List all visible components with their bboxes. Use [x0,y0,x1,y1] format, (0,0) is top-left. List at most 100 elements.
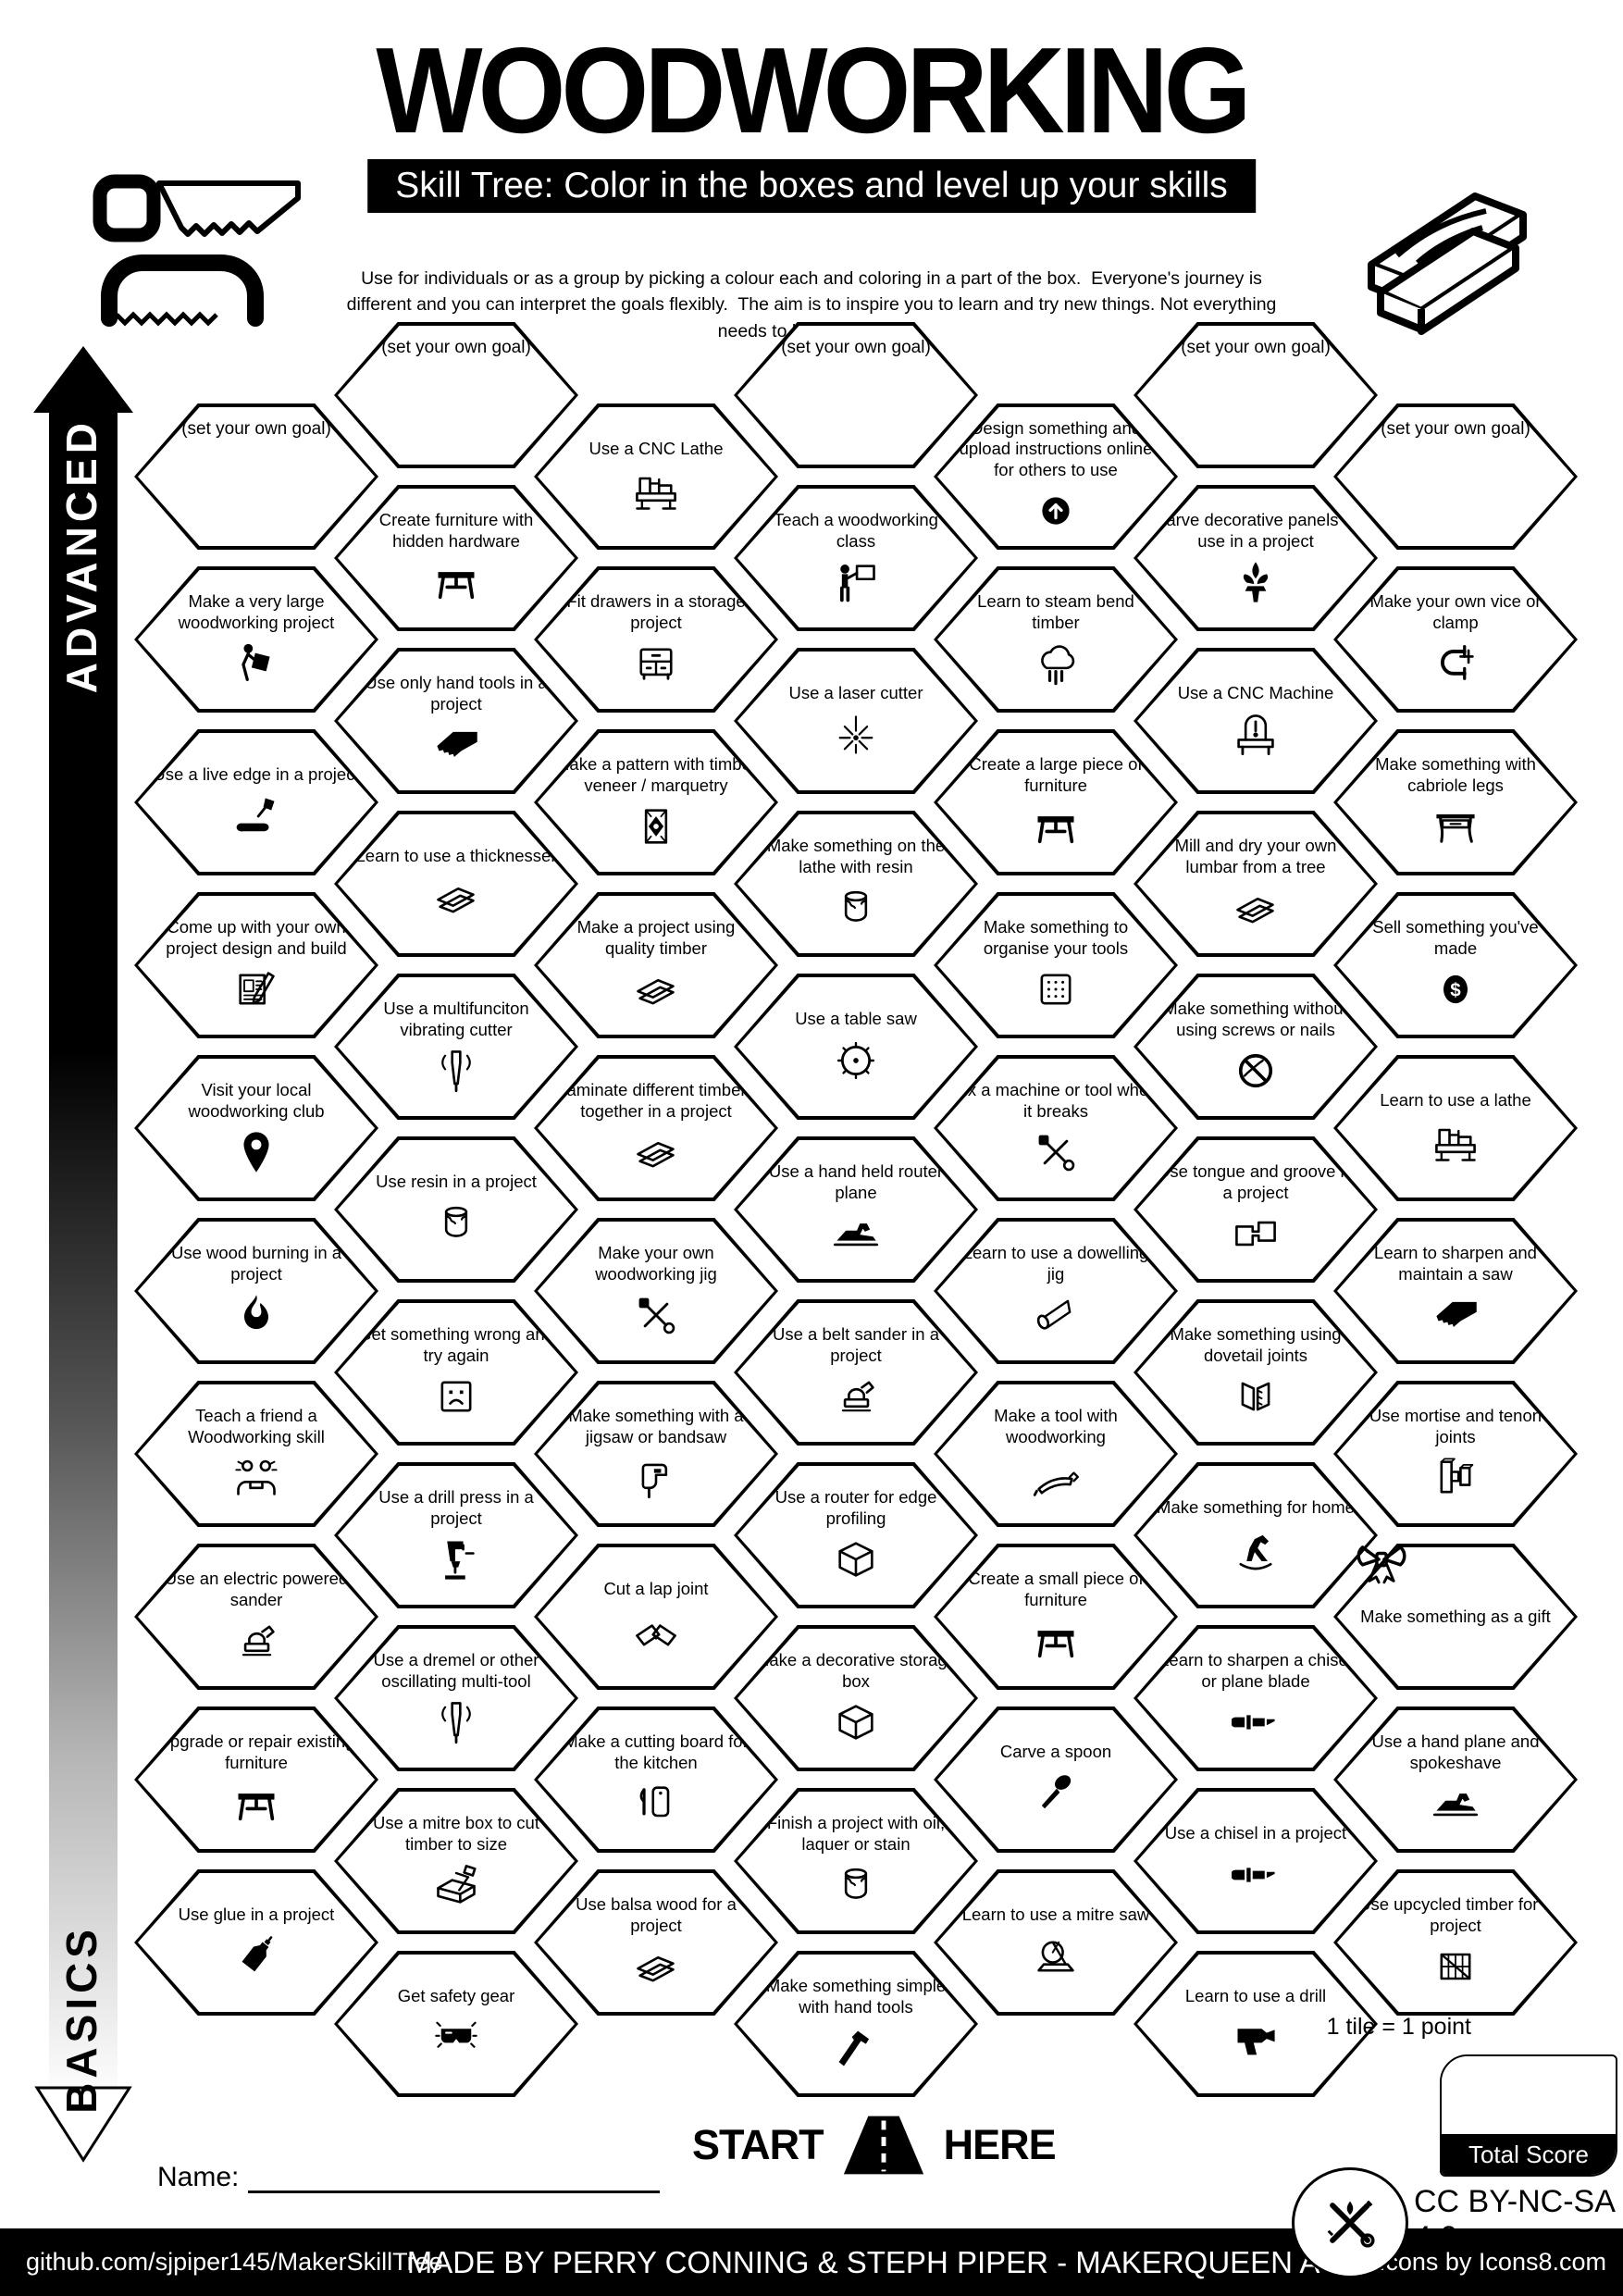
stool-icon [1032,1617,1080,1665]
hex-tile[interactable]: Use a router for edge profiling [734,1462,978,1608]
hex-tile[interactable]: Make a very large woodworking project [134,566,378,713]
hex-tile[interactable]: Finish a project with oil, laquer or sta… [734,1788,978,1934]
road-icon [843,2116,923,2175]
hex-tile[interactable]: Use a CNC Lathe [534,403,778,550]
hex-tile[interactable]: Make something as a gift [1333,1544,1578,1690]
hex-label: Learn to steam bend timber [977,590,1139,632]
hex-tile[interactable]: Make something with a jigsaw or bandsaw [534,1381,778,1527]
paint-can-icon [432,1199,480,1247]
hex-tile[interactable]: Use a hand plane and spokeshave [1333,1706,1578,1853]
hex-tile[interactable]: Mill and dry your own lumbar from a tree [1134,811,1378,957]
hex-tile-goal[interactable]: (set your own goal) [734,322,978,468]
pegboard-icon [1032,965,1080,1013]
hex-tile-goal[interactable]: (set your own goal) [1333,403,1578,550]
hex-tile[interactable]: Use an electric powered sander [134,1544,378,1690]
hex-tile[interactable]: Make something using dovetail joints [1134,1299,1378,1446]
hex-tile[interactable]: Use balsa wood for a project [534,1869,778,2016]
hex-tile[interactable]: Make something to organise your tools [934,892,1178,1038]
hex-tile[interactable]: Upgrade or repair existing furniture [134,1706,378,1853]
hex-label: Use a drill press in a project [378,1486,539,1528]
hex-tile[interactable]: Use a live edge in a project [134,729,378,875]
hex-tile[interactable]: Learn to use a lathe [1333,1055,1578,1201]
hex-tile[interactable]: Use a drill press in a project [334,1462,578,1608]
lap-joint-icon [632,1607,680,1655]
hex-tile[interactable]: Create a large piece of furniture [934,729,1178,875]
hex-tile[interactable]: Use glue in a project [134,1869,378,2016]
name-input-line[interactable] [248,2166,661,2193]
hex-label: Learn to use a dowelling jig [962,1242,1154,1284]
hex-tile[interactable]: Visit your local woodworking club [134,1055,378,1201]
hex-tile[interactable]: Use resin in a project [334,1136,578,1283]
hex-label: Cut a lap joint [603,1579,709,1599]
hex-tile[interactable]: Make a tool with woodworking [934,1381,1178,1527]
hex-tile[interactable]: Make your own vice or clamp [1333,566,1578,713]
hex-tile[interactable]: Carve decorative panels to use in a proj… [1134,485,1378,631]
hex-tile[interactable]: Learn to steam bend timber [934,566,1178,713]
hex-tile[interactable]: Learn to use a mitre saw [934,1869,1178,2016]
hex-tile[interactable]: Use a mitre box to cut timber to size [334,1788,578,1934]
hex-tile-goal[interactable]: (set your own goal) [134,403,378,550]
hex-label: (set your own goal) [1381,419,1530,439]
hex-tile[interactable]: Make your own woodworking jig [534,1218,778,1364]
hex-tile-goal[interactable]: (set your own goal) [1134,322,1378,468]
hex-tile[interactable]: Make a cutting board for the kitchen [534,1706,778,1853]
hex-tile[interactable]: Fix a machine or tool when it breaks [934,1055,1178,1201]
hex-tile[interactable]: Get safety gear [334,1951,578,2097]
hex-tile[interactable]: Make a decorative storage box [734,1625,978,1771]
hex-tile[interactable]: Sell something you've made [1333,892,1578,1038]
hex-tile[interactable]: Use a multifunciton vibrating cutter [334,974,578,1120]
hex-tile[interactable]: Use only hand tools in a project [334,648,578,794]
hex-tile[interactable]: Learn to sharpen a chisel or plane blade [1134,1625,1378,1771]
hex-tile[interactable]: Make something without using screws or n… [1134,974,1378,1120]
score-entry-area[interactable] [1442,2056,1616,2134]
hex-tile[interactable]: Make something for home [1134,1462,1378,1608]
hex-tile[interactable]: Carve a spoon [934,1706,1178,1853]
hex-label: Make a pattern with timber veneer / marq… [555,753,762,795]
hex-tile[interactable]: Make something on the lathe with resin [734,811,978,957]
hex-tile[interactable]: Make a pattern with timber veneer / marq… [534,729,778,875]
hex-tile[interactable]: Use a hand held router plane [734,1136,978,1283]
hex-label: Learn to use a lathe [1380,1090,1531,1111]
hex-label: Make your own vice or clamp [1369,590,1542,632]
hex-tile[interactable]: Learn to sharpen and maintain a saw [1333,1218,1578,1364]
hex-tile[interactable]: Get something wrong and try again [334,1299,578,1446]
total-score-box: Total Score [1440,2054,1617,2177]
hex-tile[interactable]: Design something and upload instructions… [934,403,1178,550]
hex-tile[interactable]: Use a belt sander in a project [734,1299,978,1446]
hex-tile[interactable]: Teach a woodworking class [734,485,978,631]
hex-tile[interactable]: Teach a friend a Woodworking skill [134,1381,378,1527]
hex-tile[interactable]: Use mortise and tenon joints [1333,1381,1578,1527]
hex-label: Learn to sharpen a chisel or plane blade [1159,1649,1357,1691]
hex-label: Use a chisel in a project [1164,1823,1347,1843]
hex-tile[interactable]: Use wood burning in a project [134,1218,378,1364]
hex-tile-goal[interactable]: (set your own goal) [334,322,578,468]
hex-tile[interactable]: Use a CNC Machine [1134,648,1378,794]
hex-tile[interactable]: Learn to use a drill [1134,1951,1378,2097]
icons8-credit[interactable]: Icons by Icons8.com [1378,2248,1606,2276]
hex-tile[interactable]: Come up with your own project design and… [134,892,378,1038]
marquetry-pattern-icon [632,802,680,850]
saw-blade-icon [832,1036,880,1085]
hex-tile[interactable]: Use upcycled timber for a project [1333,1869,1578,2016]
hex-tile[interactable]: Use tongue and groove in a project [1134,1136,1378,1283]
hex-tile[interactable]: Learn to use a thicknesser [334,811,578,957]
crossed-tools-badge-icon [1327,2200,1375,2248]
hex-tile[interactable]: Use a dremel or other oscillating multi-… [334,1625,578,1771]
hex-tile[interactable]: Make something with cabriole legs [1333,729,1578,875]
hex-tile[interactable]: Use a laser cutter [734,648,978,794]
hex-tile[interactable]: Fit drawers in a storage project [534,566,778,713]
hex-tile[interactable]: Laminate different timbers together in a… [534,1055,778,1201]
hex-tile[interactable]: Cut a lap joint [534,1544,778,1690]
github-link[interactable]: github.com/sjpiper145/MakerSkillTree [26,2248,443,2276]
hex-tile[interactable]: Use a chisel in a project [1134,1788,1378,1934]
hex-tile[interactable]: Use a table saw [734,974,978,1120]
hex-label: Learn to use a thicknesser [355,846,557,866]
hex-label: Make something with a jigsaw or bandsaw [568,1405,749,1446]
hex-tile[interactable]: Make something simple with hand tools [734,1951,978,2097]
hex-tile[interactable]: Create a small piece of furniture [934,1544,1178,1690]
hex-tile[interactable]: Make a project using quality timber [534,892,778,1038]
hex-tile[interactable]: Learn to use a dowelling jig [934,1218,1178,1364]
crossed-tools-icon [632,1291,680,1339]
hex-content: Learn to use a lathe [1337,1059,1574,1198]
hex-tile[interactable]: Create furniture with hidden hardware [334,485,578,631]
